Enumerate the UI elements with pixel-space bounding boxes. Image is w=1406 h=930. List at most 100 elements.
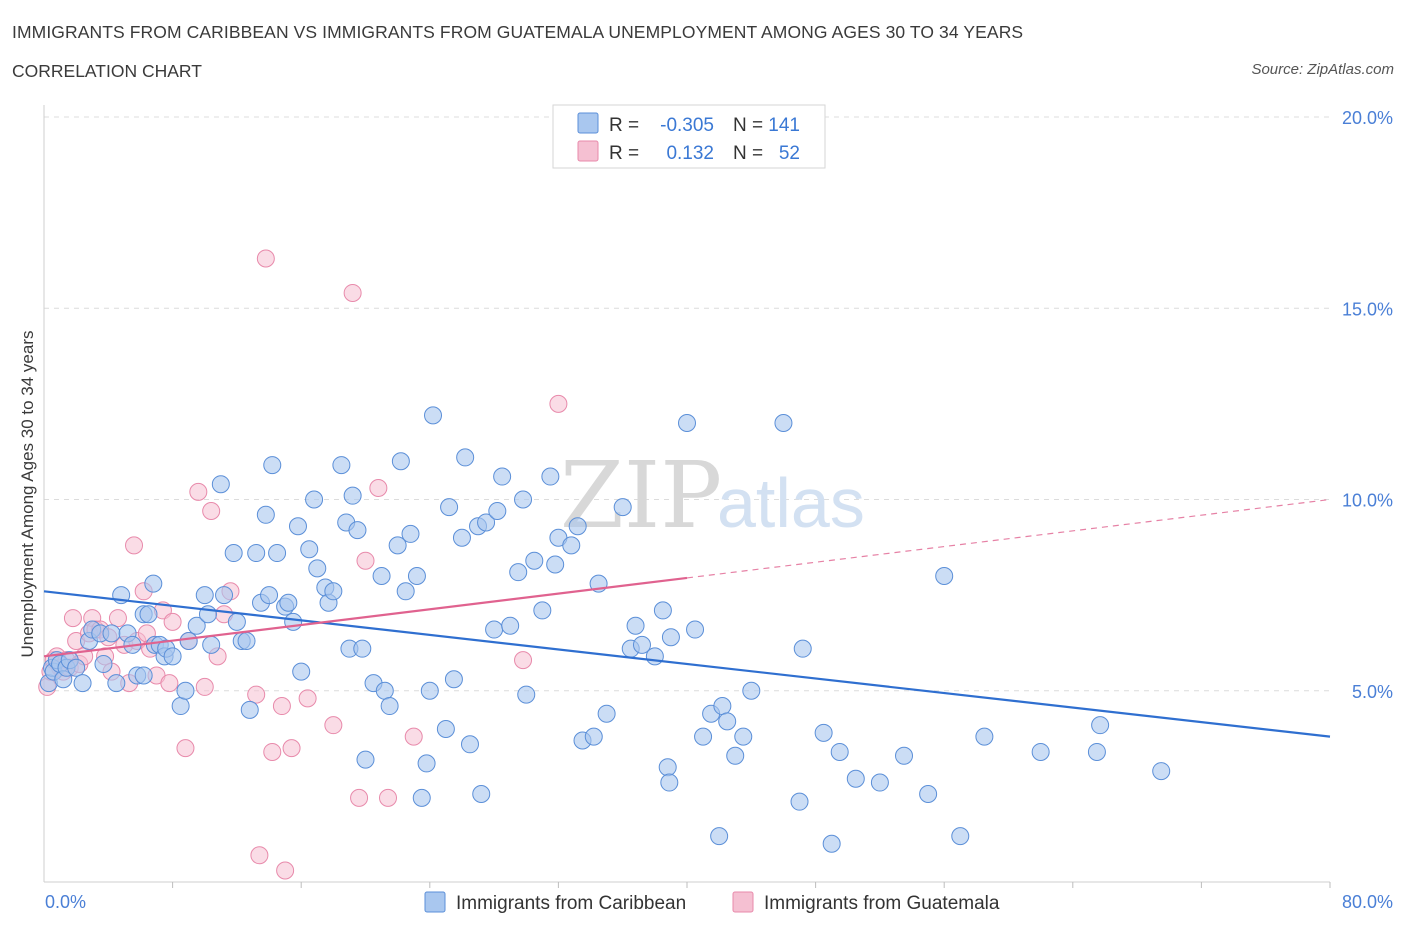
guatemala-trend-line-extension — [686, 498, 1331, 579]
caribbean-point — [388, 536, 407, 555]
caribbean-point — [568, 517, 587, 536]
guatemala-point — [276, 861, 295, 880]
y-axis-label: Unemployment Among Ages 30 to 34 years — [18, 331, 37, 658]
caribbean-point — [694, 727, 713, 746]
stats-legend-swatch-caribbean — [577, 112, 599, 134]
chart-subtitle: CORRELATION CHART — [12, 61, 202, 81]
caribbean-point — [742, 681, 761, 700]
caribbean-point — [300, 540, 319, 559]
caribbean-point — [420, 681, 439, 700]
guatemala-point — [369, 479, 388, 498]
caribbean-point — [417, 754, 436, 773]
caribbean-point — [440, 498, 459, 517]
caribbean-point — [380, 697, 399, 716]
guatemala-point — [160, 674, 179, 693]
caribbean-point — [734, 727, 753, 746]
caribbean-point — [305, 490, 324, 509]
caribbean-point — [292, 662, 311, 681]
y-axis-tick-labels: 5.0% 10.0% 15.0% 20.0% — [1342, 108, 1393, 702]
caribbean-point — [562, 536, 581, 555]
trend-lines — [43, 498, 1331, 738]
caribbean-point — [215, 586, 234, 605]
caribbean-point — [247, 544, 266, 563]
caribbean-point — [790, 792, 809, 811]
caribbean-point — [477, 513, 496, 532]
guatemala-point — [195, 677, 214, 696]
guatemala-point — [343, 283, 362, 302]
caribbean-point — [517, 685, 536, 704]
guatemala-point — [272, 697, 291, 716]
caribbean-point — [488, 501, 507, 520]
stats-legend-n-label-caribbean: N = — [733, 115, 763, 136]
caribbean-points — [39, 406, 1171, 853]
caribbean-point — [525, 551, 544, 570]
y-tick-label: 5.0% — [1352, 682, 1393, 702]
caribbean-point — [353, 639, 372, 658]
caribbean-point — [822, 834, 841, 853]
caribbean-point — [187, 616, 206, 635]
stats-legend-n-value-guatemala: 52 — [779, 143, 800, 164]
guatemala-point — [176, 739, 195, 758]
caribbean-point — [613, 498, 632, 517]
caribbean-point — [870, 773, 889, 792]
caribbean-point — [343, 486, 362, 505]
caribbean-point — [348, 521, 367, 540]
caribbean-point — [713, 697, 732, 716]
guatemala-point — [256, 249, 275, 268]
caribbean-point — [485, 620, 504, 639]
caribbean-point — [163, 647, 182, 666]
caribbean-point — [227, 612, 246, 631]
caribbean-point — [460, 735, 479, 754]
stats-legend-swatch-guatemala — [577, 140, 599, 162]
caribbean-point — [1152, 762, 1171, 781]
caribbean-point — [653, 601, 672, 620]
caribbean-point — [237, 632, 256, 651]
caribbean-point — [407, 567, 426, 585]
caribbean-point — [375, 681, 394, 700]
caribbean-point — [678, 414, 696, 432]
caribbean-point — [176, 681, 195, 700]
caribbean-point — [493, 467, 512, 486]
caribbean-point — [584, 727, 603, 746]
caribbean-point — [356, 750, 375, 769]
guatemala-point — [263, 742, 282, 761]
guatemala-point — [298, 689, 317, 708]
caribbean-point — [279, 593, 298, 612]
caribbean-point — [541, 467, 560, 486]
guatemala-point — [63, 609, 82, 628]
caribbean-point — [501, 616, 520, 635]
stats-legend: R = -0.305 N = 141 R = 0.132 N = 52 — [552, 104, 826, 169]
caribbean-point — [686, 620, 705, 639]
guatemala-point — [250, 846, 269, 865]
caribbean-point — [139, 605, 158, 624]
watermark-zip: ZIP — [560, 442, 722, 549]
caribbean-point — [396, 582, 415, 601]
caribbean-point — [412, 788, 431, 807]
chart-title: IMMIGRANTS FROM CARIBBEAN VS IMMIGRANTS … — [12, 22, 1024, 42]
caribbean-point — [195, 586, 214, 605]
caribbean-point — [444, 670, 463, 689]
stats-legend-r-label-caribbean: R = — [609, 115, 639, 136]
caribbean-point — [401, 524, 420, 543]
chart-source: Source: ZipAtlas.com — [1251, 61, 1394, 78]
bottom-legend-label-guatemala: Immigrants from Guatemala — [764, 893, 1000, 914]
caribbean-point — [372, 567, 391, 585]
x-tick-label-max: 80.0% — [1342, 892, 1393, 912]
y-tick-label: 10.0% — [1342, 491, 1393, 511]
caribbean-point — [288, 517, 307, 536]
guatemala-point — [202, 501, 221, 520]
caribbean-point — [597, 704, 616, 723]
caribbean-point — [846, 769, 865, 788]
watermark: ZIP atlas — [560, 442, 865, 549]
caribbean-point — [202, 635, 221, 654]
caribbean-point — [179, 632, 198, 651]
stats-legend-n-value-caribbean: 141 — [768, 115, 800, 136]
guatemala-point — [514, 651, 533, 670]
caribbean-point — [509, 563, 528, 582]
guatemala-trend-line — [43, 576, 688, 658]
guatemala-point — [356, 551, 375, 570]
guatemala-point — [379, 788, 398, 807]
caribbean-point — [830, 742, 849, 761]
guatemala-point — [549, 394, 568, 413]
